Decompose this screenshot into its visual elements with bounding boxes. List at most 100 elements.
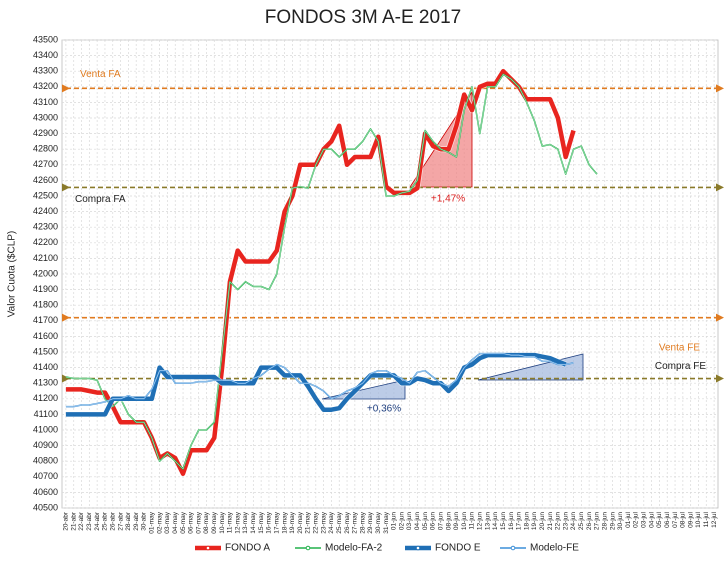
- x-tick-label: 07-jul: [672, 511, 679, 527]
- y-tick-label: 41300: [33, 378, 58, 388]
- x-tick-label: 12-jul: [711, 511, 718, 527]
- x-tick-label: 20-jun: [539, 512, 546, 530]
- y-axis-label: Valor Cuota ($CLP): [7, 231, 18, 318]
- x-tick-label: 23-may: [320, 511, 327, 533]
- series-line-inner: [65, 73, 598, 470]
- x-tick-label: 31-may: [383, 511, 390, 533]
- x-tick-label: 28-jun: [601, 512, 608, 530]
- y-tick-label: 42300: [33, 222, 58, 232]
- x-tick-label: 25-abr: [102, 511, 109, 531]
- y-tick-label: 41000: [33, 424, 58, 434]
- x-tick-label: 04-jun: [414, 512, 421, 530]
- y-tick-label: 42100: [33, 253, 58, 263]
- legend-marker: [415, 545, 421, 551]
- x-tick-label: 24-abr: [94, 511, 101, 531]
- x-tick-label: 04-may: [172, 511, 179, 533]
- x-tick-label: 30-abr: [141, 511, 148, 531]
- y-tick-label: 42800: [33, 144, 58, 154]
- x-tick-label: 01-jun: [391, 512, 398, 530]
- x-tick-label: 02-jun: [398, 512, 405, 530]
- x-tick-label: 10-jul: [695, 511, 702, 527]
- x-tick-label: 11-may: [227, 511, 234, 533]
- y-tick-label: 41200: [33, 393, 58, 403]
- x-tick-label: 27-abr: [117, 511, 124, 531]
- x-tick-label: 11-jun: [469, 512, 476, 530]
- x-tick-label: 09-jun: [453, 512, 460, 530]
- x-tick-label: 16-jun: [508, 512, 515, 530]
- x-tick-label: 13-jun: [484, 512, 491, 530]
- y-tick-label: 43400: [33, 50, 58, 60]
- x-tick-label: 09-may: [211, 511, 218, 533]
- x-tick-label: 13-may: [242, 511, 249, 533]
- x-tick-label: 21-jun: [547, 512, 554, 530]
- y-tick-label: 41600: [33, 331, 58, 341]
- x-tick-label: 01-may: [149, 511, 156, 533]
- y-tick-label: 42700: [33, 159, 58, 169]
- x-tick-label: 08-jul: [680, 511, 687, 527]
- x-tick-label: 18-jun: [523, 512, 530, 530]
- reference-label: Compra FA: [75, 194, 126, 205]
- y-tick-label: 43100: [33, 97, 58, 107]
- y-tick-label: 42500: [33, 190, 58, 200]
- reference-label: Compra FE: [655, 361, 706, 372]
- x-tick-label: 05-jun: [422, 512, 429, 530]
- x-tick-label: 21-may: [305, 511, 312, 533]
- x-tick-label: 04-jul: [648, 511, 655, 527]
- x-tick-label: 14-may: [250, 511, 257, 533]
- x-tick-label: 07-may: [195, 511, 202, 533]
- x-tick-label: 27-jun: [594, 512, 601, 530]
- y-tick-label: 42900: [33, 128, 58, 138]
- grid: [61, 39, 719, 509]
- x-tick-label: 22-jun: [555, 512, 562, 530]
- x-tick-label: 07-jun: [437, 512, 444, 530]
- x-tick-label: 20-may: [297, 511, 304, 533]
- y-tick-label: 40700: [33, 471, 58, 481]
- y-tick-label: 43500: [33, 34, 58, 44]
- y-tick-label: 41100: [34, 409, 58, 419]
- series-lines: [62, 68, 724, 477]
- x-tick-label: 26-may: [344, 511, 351, 533]
- x-tick-label: 03-may: [164, 511, 171, 533]
- x-tick-label: 01-jul: [625, 511, 632, 527]
- y-tick-label: 42000: [33, 268, 58, 278]
- x-tick-label: 23-jun: [562, 512, 569, 530]
- x-tick-label: 15-jun: [500, 512, 507, 530]
- y-tick-label: 41800: [33, 300, 58, 310]
- x-tick-label: 10-jun: [461, 512, 468, 530]
- x-tick-label: 10-may: [219, 511, 226, 533]
- x-tick-label: 06-jun: [430, 512, 437, 530]
- x-tick-label: 08-may: [203, 511, 210, 533]
- x-tick-label: 30-may: [375, 511, 382, 533]
- y-tick-label: 42600: [33, 175, 58, 185]
- x-tick-label: 05-jul: [656, 511, 663, 527]
- x-tick-label: 21-abr: [70, 511, 77, 531]
- y-tick-label: 42400: [33, 206, 58, 216]
- y-tick-label: 42200: [33, 237, 58, 247]
- x-tick-label: 12-jun: [477, 512, 484, 530]
- x-tick-label: 24-jun: [570, 512, 577, 530]
- series-line: [65, 68, 576, 476]
- x-tick-label: 14-jun: [492, 512, 499, 530]
- x-tick-label: 29-abr: [133, 511, 140, 531]
- chart-title: FONDOS 3M A-E 2017: [265, 7, 461, 28]
- x-tick-label: 15-may: [258, 511, 265, 533]
- x-tick-label: 29-may: [367, 511, 374, 533]
- x-tick-label: 06-jul: [664, 511, 671, 527]
- x-tick-label: 23-abr: [86, 511, 93, 531]
- x-tick-label: 03-jun: [406, 512, 413, 530]
- x-tick-label: 22-may: [313, 511, 320, 533]
- series-line-inner: [65, 353, 574, 407]
- x-tick-label: 26-jun: [586, 512, 593, 530]
- y-tick-label: 43000: [33, 112, 58, 122]
- reference-label: Venta FA: [80, 69, 121, 80]
- reference-label: Venta FE: [659, 342, 700, 353]
- legend-label: FONDO E: [435, 543, 481, 554]
- y-tick-label: 40600: [33, 487, 58, 497]
- x-tick-label: 20-abr: [63, 511, 70, 531]
- x-tick-label: 19-may: [289, 511, 296, 533]
- legend-marker: [205, 545, 211, 551]
- y-tick-label: 40900: [33, 440, 58, 450]
- legend-marker: [305, 545, 311, 551]
- y-tick-label: 41400: [33, 362, 58, 372]
